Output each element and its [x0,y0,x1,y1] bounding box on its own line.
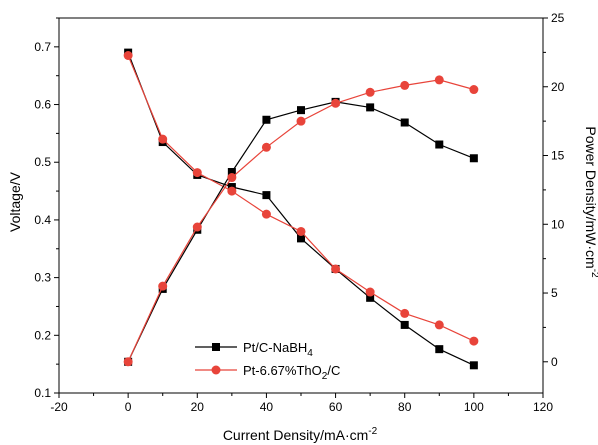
series-1 [123,51,479,346]
y-left-tick-label: 0.5 [34,155,51,169]
data-point [297,234,305,243]
x-tick-label: 60 [329,400,343,414]
data-point [262,191,271,200]
data-point [469,336,479,346]
x-tick-label: 20 [191,400,205,414]
series-line [127,52,475,366]
y-right-tick-label: 0 [551,355,558,369]
y-left-axis-title: Voltage/V [7,171,23,232]
data-point [227,186,237,196]
data-point [400,320,409,329]
data-point [434,320,444,330]
data-point [296,116,306,126]
data-point [366,293,375,302]
y-right-tick-label: 10 [551,217,565,231]
data-point [297,106,305,115]
legend: Pt/C-NaBH4 Pt-6.67%ThO2/C [195,340,340,382]
y-left-tick-label: 0.4 [34,213,51,227]
legend-marker [212,343,220,351]
y-right-tick-label: 25 [551,11,565,25]
data-point [192,222,202,232]
legend-marker [211,365,221,375]
data-point [296,226,306,236]
data-point [435,345,444,354]
data-point [123,51,133,60]
x-tick-label: 100 [464,400,484,414]
x-tick-label: -20 [50,400,68,414]
data-point [435,140,444,149]
series-3 [123,75,479,367]
plot-frame [58,17,544,394]
y-left-tick-label: 0.2 [34,328,51,342]
data-point [227,168,236,177]
y-right-tick-label: 20 [551,80,565,94]
data-point [469,154,478,163]
y-left-tick-label: 0.1 [34,386,51,400]
y-right-tick-label: 5 [551,286,558,300]
x-tick-label: 80 [398,400,412,414]
series-0 [124,48,478,370]
data-point [123,357,133,367]
y-left-tick-label: 0.3 [34,271,51,285]
data-point [400,80,410,90]
data-point [366,103,375,112]
data-point [365,287,375,297]
data-point [331,98,341,108]
y-left-tick-label: 0.6 [34,98,51,112]
data-point [262,115,271,124]
series-line [127,55,475,342]
data-point [261,209,271,219]
x-tick-label: 40 [260,400,274,414]
legend-entry-pt-tho2-c: Pt-6.67%ThO2/C [195,363,340,382]
data-point [158,134,168,144]
x-tick-label: 0 [125,400,132,414]
data-point [400,118,409,127]
data-point [227,173,237,183]
y-right-axis-title: Power Density/mW·cm-2 [583,126,598,278]
y-left-tick-label: 0.7 [34,40,51,54]
data-point [469,85,479,95]
y-right-tick-label: 15 [551,149,565,163]
data-point [192,168,202,178]
x-axis-title: Current Density/mA·cm-2 [223,426,378,443]
data-point [158,281,168,291]
legend-entry-pt-c-nabh4: Pt/C-NaBH4 [195,340,313,359]
data-point [365,87,375,97]
data-point [400,308,410,318]
data-point [469,361,478,370]
data-point [331,264,341,274]
legend-label: Pt/C-NaBH4 [243,340,313,359]
legend-label: Pt-6.67%ThO2/C [243,363,340,382]
data-point [261,142,271,152]
x-tick-label: 120 [533,400,553,414]
data-point [434,75,444,85]
